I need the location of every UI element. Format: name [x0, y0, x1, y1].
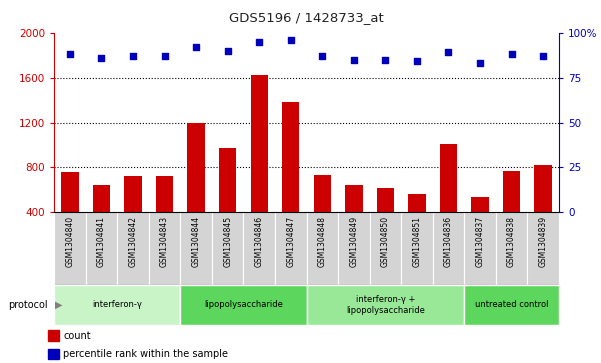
FancyBboxPatch shape — [212, 212, 243, 285]
Text: GSM1304840: GSM1304840 — [66, 216, 75, 267]
Point — [412, 58, 422, 64]
Bar — [282, 102, 299, 257]
Point — [160, 53, 169, 59]
Bar — [48, 330, 59, 341]
Point — [475, 60, 485, 66]
Bar — [314, 175, 331, 257]
Text: ▶: ▶ — [55, 300, 63, 310]
Bar — [534, 165, 552, 257]
Text: percentile rank within the sample: percentile rank within the sample — [63, 349, 228, 359]
Text: GSM1304841: GSM1304841 — [97, 216, 106, 267]
FancyBboxPatch shape — [401, 212, 433, 285]
Bar — [503, 171, 520, 257]
Text: GSM1304839: GSM1304839 — [538, 216, 548, 267]
Text: GSM1304846: GSM1304846 — [255, 216, 264, 267]
FancyBboxPatch shape — [528, 212, 559, 285]
Bar — [156, 176, 173, 257]
Point — [191, 44, 201, 50]
FancyBboxPatch shape — [180, 212, 212, 285]
Point — [97, 55, 106, 61]
Bar — [93, 185, 110, 257]
Bar — [48, 348, 59, 359]
FancyBboxPatch shape — [117, 212, 149, 285]
FancyBboxPatch shape — [464, 285, 559, 325]
Point — [349, 57, 359, 62]
FancyBboxPatch shape — [54, 212, 85, 285]
Point — [286, 37, 296, 43]
Bar — [471, 197, 489, 257]
FancyBboxPatch shape — [149, 212, 180, 285]
FancyBboxPatch shape — [433, 212, 464, 285]
Point — [65, 51, 75, 57]
Text: GSM1304844: GSM1304844 — [192, 216, 201, 267]
FancyBboxPatch shape — [275, 212, 307, 285]
FancyBboxPatch shape — [370, 212, 401, 285]
Text: GSM1304851: GSM1304851 — [412, 216, 421, 267]
Bar — [219, 148, 236, 257]
Text: interferon-γ +
lipopolysaccharide: interferon-γ + lipopolysaccharide — [346, 295, 425, 315]
FancyBboxPatch shape — [496, 212, 528, 285]
Text: GSM1304843: GSM1304843 — [160, 216, 169, 267]
Bar — [61, 172, 79, 257]
Bar — [440, 144, 457, 257]
Bar — [345, 185, 362, 257]
Point — [128, 53, 138, 59]
Text: GDS5196 / 1428733_at: GDS5196 / 1428733_at — [229, 11, 384, 24]
Point — [254, 39, 264, 45]
Text: GSM1304842: GSM1304842 — [129, 216, 138, 267]
Text: untreated control: untreated control — [475, 301, 548, 309]
Text: GSM1304837: GSM1304837 — [475, 216, 484, 267]
Bar — [377, 188, 394, 257]
Text: GSM1304847: GSM1304847 — [286, 216, 295, 267]
Text: GSM1304845: GSM1304845 — [223, 216, 232, 267]
FancyBboxPatch shape — [307, 212, 338, 285]
FancyBboxPatch shape — [180, 285, 307, 325]
Text: GSM1304836: GSM1304836 — [444, 216, 453, 267]
Point — [317, 53, 327, 59]
FancyBboxPatch shape — [243, 212, 275, 285]
Text: GSM1304848: GSM1304848 — [318, 216, 327, 267]
Point — [507, 51, 516, 57]
Point — [444, 49, 453, 55]
Text: GSM1304838: GSM1304838 — [507, 216, 516, 267]
FancyBboxPatch shape — [464, 212, 496, 285]
Bar — [408, 195, 426, 257]
FancyBboxPatch shape — [54, 285, 180, 325]
Point — [223, 48, 233, 54]
FancyBboxPatch shape — [85, 212, 117, 285]
Point — [538, 53, 548, 59]
Bar — [124, 176, 142, 257]
Point — [380, 57, 390, 62]
Text: count: count — [63, 331, 91, 340]
Bar — [251, 76, 268, 257]
FancyBboxPatch shape — [338, 212, 370, 285]
FancyBboxPatch shape — [307, 285, 464, 325]
Text: protocol: protocol — [8, 300, 48, 310]
Bar — [188, 122, 205, 257]
Text: lipopolysaccharide: lipopolysaccharide — [204, 301, 283, 309]
Text: GSM1304849: GSM1304849 — [349, 216, 358, 267]
Text: interferon-γ: interferon-γ — [93, 301, 142, 309]
Text: GSM1304850: GSM1304850 — [381, 216, 390, 267]
